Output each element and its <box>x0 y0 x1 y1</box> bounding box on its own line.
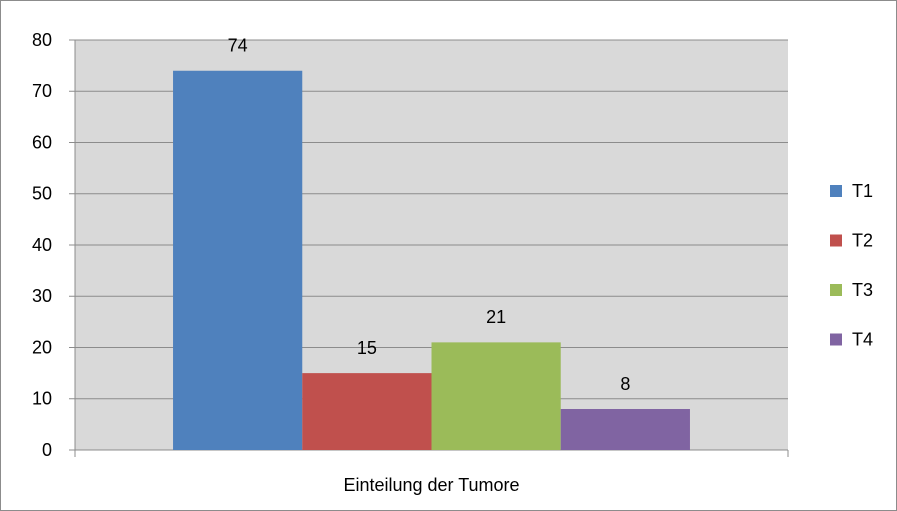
bar <box>173 70 303 450</box>
y-tick-label: 10 <box>32 389 52 409</box>
bar <box>302 373 432 450</box>
legend-label: T4 <box>852 329 873 349</box>
y-tick-label: 50 <box>32 184 52 204</box>
legend-swatch <box>830 284 842 296</box>
data-label: 74 <box>228 36 248 56</box>
y-tick-label: 80 <box>32 30 52 50</box>
bar <box>560 409 690 450</box>
legend-swatch <box>830 185 842 197</box>
legend-label: T2 <box>852 230 873 250</box>
y-tick-label: 70 <box>32 81 52 101</box>
legend-label: T1 <box>852 181 873 201</box>
bar <box>431 342 561 450</box>
y-tick-label: 30 <box>32 286 52 306</box>
y-tick-label: 60 <box>32 132 52 152</box>
legend-label: T3 <box>852 280 873 300</box>
y-tick-label: 0 <box>42 440 52 460</box>
x-tick-label: Einteilung der Tumore <box>343 475 519 495</box>
legend-swatch <box>830 234 842 247</box>
y-tick-label: 20 <box>32 337 52 357</box>
legend-swatch <box>830 333 842 346</box>
data-label: 21 <box>486 307 506 327</box>
data-label: 15 <box>357 338 377 358</box>
y-tick-label: 40 <box>32 235 52 255</box>
data-label: 8 <box>620 374 630 394</box>
